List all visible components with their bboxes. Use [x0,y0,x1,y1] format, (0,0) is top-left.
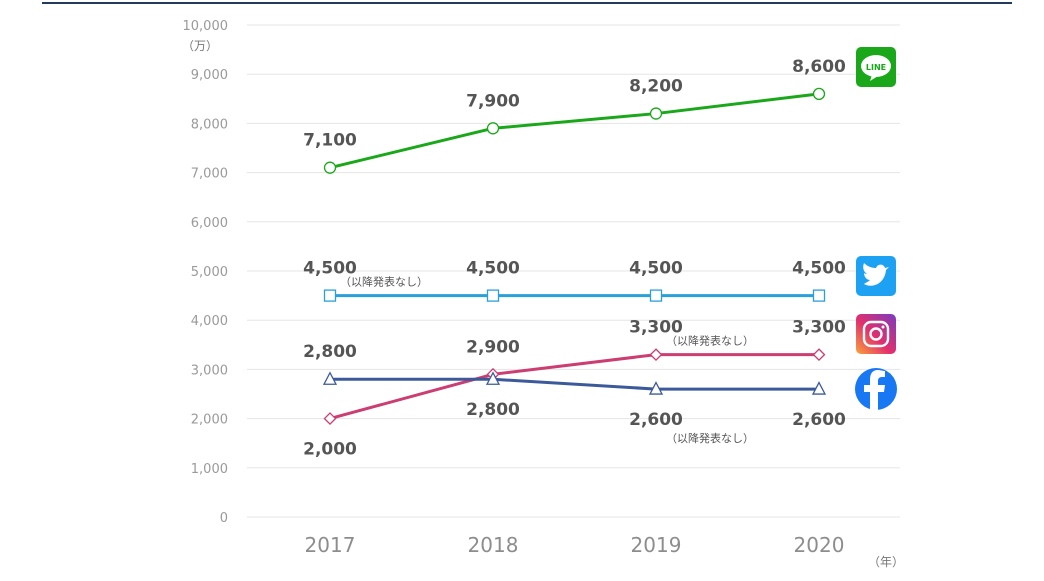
y-tick-label: 2,000 [191,413,228,428]
data-label: 4,500 [629,259,683,279]
data-point-triangle [485,371,501,385]
line-logo-text: LINE [866,63,886,72]
y-unit-label: （万） [182,39,218,53]
data-label: 2,800 [466,400,520,420]
data-point-circle [323,161,337,174]
data-label: 4,500 [792,259,846,279]
data-point-circle [649,107,663,120]
data-label: 8,200 [629,77,683,97]
series-note-label: （以降発表なし） [666,334,754,348]
line-bubble-shape [861,55,891,77]
y-tick-label: 5,000 [191,265,228,280]
data-label: 2,600 [792,410,846,430]
facebook-f-shape [864,370,885,410]
x-tick-label: 2020 [794,533,845,557]
data-label: 4,500 [303,259,357,279]
y-tick-label: 4,000 [191,314,228,329]
y-tick-label: 10,000 [183,19,229,34]
series-note-label: （以降発表なし） [340,275,428,289]
y-tick-label: 0 [220,511,228,526]
data-point-triangle [322,371,338,385]
line-logo-icon: LINE [856,47,896,87]
grid-layer [247,24,900,518]
data-point-diamond [323,412,337,426]
x-tick-label: 2018 [468,533,519,557]
data-label: 2,800 [303,342,357,362]
icon-layer: LINE [855,47,897,410]
data-point-diamond [649,348,663,362]
series-line [328,377,821,391]
series-group [323,87,826,174]
data-label: 3,300 [629,318,683,338]
data-label: 3,300 [792,318,846,338]
data-point-square [812,289,826,302]
data-label: 7,900 [466,91,520,111]
data-point-triangle [811,381,827,395]
data-label: 7,100 [303,131,357,151]
data-label: 8,600 [792,57,846,77]
data-point-square [486,289,500,302]
data-label: 2,900 [466,337,520,357]
data-point-circle [812,87,826,101]
series-note-label: （以降発表なし） [666,431,754,445]
x-unit-label: （年） [868,555,904,569]
series-line [328,92,821,170]
label-layer: 7,100 7,900 8,200 8,600 4,500 4,500 4,500 4,500… [303,57,846,460]
data-label: 2,000 [303,440,357,460]
y-tick-label: 9,000 [191,68,228,83]
series-group [323,348,826,426]
twitter-bird-shape [863,263,889,286]
instagram-logo-icon [856,314,896,354]
y-tick-label: 8,000 [191,117,228,132]
series-group [322,371,827,395]
data-point-diamond [812,348,826,362]
data-label: 4,500 [466,259,520,279]
y-tick-label: 1,000 [191,462,228,477]
instagram-frame-shape [862,320,890,348]
data-point-square [323,289,337,302]
instagram-lens-shape [869,327,883,341]
series-group [323,289,826,302]
line-bubble-tail [870,75,878,81]
data-label: 2,600 [629,410,683,430]
y-tick-label: 7,000 [191,167,228,182]
twitter-logo-icon [856,256,896,296]
series-layer [322,87,827,426]
axis-layer: （万） （年） 0 1,000 2,000 3,000 4,000 5,000 6,000 7… [182,19,904,569]
data-point-square [649,289,663,302]
y-tick-label: 3,000 [191,363,228,378]
series-line [328,353,821,421]
y-tick-label: 6,000 [191,216,228,231]
x-tick-label: 2019 [631,533,682,557]
facebook-logo-icon [855,368,897,410]
x-tick-label: 2017 [305,533,356,557]
data-point-triangle [648,381,664,395]
data-point-circle [486,122,500,135]
instagram-logo-icon-background [856,314,896,354]
instagram-dot-shape [881,325,885,329]
